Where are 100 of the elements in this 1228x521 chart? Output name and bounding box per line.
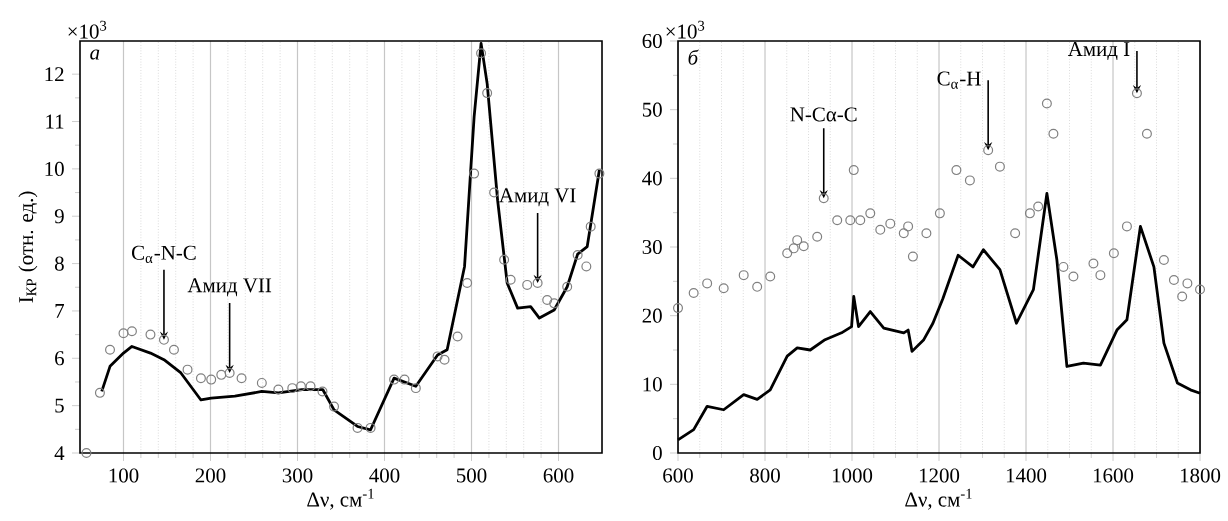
annotation: а [90, 49, 100, 60]
point [542, 295, 553, 306]
y-tick-label: 10 [643, 377, 662, 392]
point [818, 193, 829, 204]
y-tick-label: 12 [45, 67, 64, 82]
point [105, 344, 116, 355]
point [903, 221, 914, 232]
point [505, 274, 516, 285]
annotation: Амид I [1067, 42, 1130, 60]
point [832, 215, 843, 226]
point [875, 224, 886, 235]
x-tick-label: 300 [282, 468, 313, 483]
point [399, 374, 410, 385]
point [482, 88, 493, 99]
point [898, 228, 909, 239]
point [168, 344, 179, 355]
point [1088, 258, 1099, 269]
x-tick-label: 200 [195, 468, 226, 483]
point [295, 381, 306, 392]
x-tick-label: 1800 [1180, 468, 1221, 483]
y-tick-label: 6 [55, 351, 65, 366]
point [1177, 291, 1188, 302]
point [788, 243, 799, 254]
point [702, 278, 713, 289]
point [1068, 271, 1079, 282]
point [792, 235, 803, 246]
point [1121, 221, 1132, 232]
point [81, 448, 92, 458]
x-tick-label: 1000 [832, 468, 873, 483]
annotation: N-Cα-C [790, 107, 857, 122]
point [718, 283, 729, 294]
point [1095, 270, 1106, 281]
y-tick-label: 5 [55, 398, 64, 413]
x-tick-label: 1600 [1093, 468, 1134, 483]
point [287, 383, 298, 394]
point [845, 215, 856, 226]
point [1195, 284, 1206, 295]
point [195, 373, 206, 384]
annotation: Амид VII [187, 278, 272, 297]
point [256, 377, 267, 388]
x-tick-label: 400 [369, 468, 400, 483]
point [964, 175, 975, 186]
y-tick-label: 60 [642, 33, 662, 49]
point [462, 278, 473, 288]
point [885, 218, 896, 229]
point [1024, 208, 1035, 219]
point [983, 145, 994, 156]
x-tick-label: 100 [109, 468, 139, 483]
y-tick-label: 7 [55, 304, 65, 318]
y-tick-label: 8 [54, 256, 64, 271]
point [439, 354, 450, 365]
point [410, 383, 421, 394]
point [1041, 98, 1052, 109]
point [126, 326, 137, 337]
point [206, 374, 217, 385]
point [1033, 201, 1044, 212]
point [994, 161, 1005, 172]
y-tick-label: 0 [652, 445, 662, 461]
point [452, 331, 463, 342]
point [765, 271, 776, 282]
point [216, 369, 227, 380]
point [549, 298, 560, 309]
x-tick-label: 1200 [919, 468, 960, 483]
y-tick-label: 40 [642, 171, 662, 186]
point [329, 401, 340, 412]
point [94, 387, 105, 398]
point [738, 270, 749, 281]
point [1010, 228, 1021, 239]
point [476, 48, 487, 59]
point [305, 381, 316, 392]
y-axis-title: I$_{КР}$ (отн. ед.) [18, 191, 38, 303]
point [562, 281, 573, 292]
x-tick-label: 500 [457, 468, 487, 483]
point [1141, 128, 1152, 139]
point [352, 422, 363, 433]
text: ×10$^{3}$ [68, 20, 107, 39]
x-axis-title: Δν, см$^{-1}$ [307, 488, 374, 510]
y-tick-label: 11 [46, 114, 64, 129]
point [848, 165, 859, 176]
x-axis-title: Δν, см$^{-1}$ [905, 488, 972, 510]
annotation: б [688, 49, 699, 65]
point [522, 279, 533, 290]
point [798, 241, 809, 252]
point [158, 334, 169, 345]
point [907, 251, 918, 262]
point [389, 374, 400, 385]
y-tick-label: 30 [642, 239, 662, 255]
y-tick-label: 4 [54, 446, 65, 460]
annotation: Амид VI [499, 188, 576, 207]
annotation: C$_{α}$-N-C [131, 245, 196, 264]
point [951, 165, 962, 176]
point [934, 208, 945, 219]
point [594, 168, 605, 179]
point [1058, 261, 1069, 272]
point [1131, 88, 1142, 99]
point [432, 351, 443, 362]
x-tick-label: 800 [750, 468, 780, 483]
point [855, 215, 866, 226]
point [921, 228, 932, 239]
x-tick-label: 1400 [1006, 468, 1047, 483]
